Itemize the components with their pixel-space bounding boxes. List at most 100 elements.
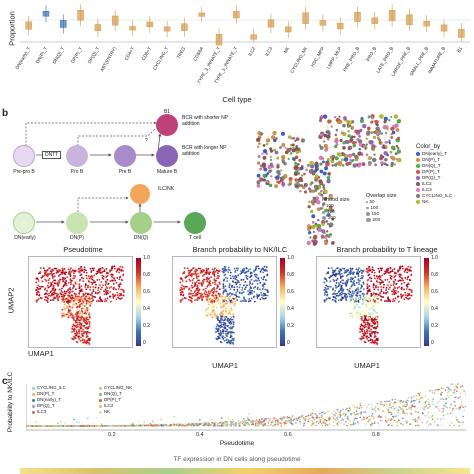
pc-point	[418, 424, 421, 427]
colorbar-tick: 1.0	[431, 255, 438, 261]
nhood-edge	[301, 165, 318, 169]
pc-point	[396, 409, 398, 411]
umap-point	[364, 298, 367, 301]
nhood-node	[317, 185, 322, 189]
umap-point	[362, 320, 365, 322]
umap-point	[69, 279, 72, 281]
umap-point	[78, 332, 81, 335]
umap-point	[324, 288, 327, 290]
umap-point	[183, 267, 186, 270]
umap-point	[224, 288, 227, 291]
color-by-label: ILC2	[422, 181, 432, 186]
pc-point	[389, 411, 391, 414]
umap-point	[85, 336, 88, 339]
pc-point	[418, 393, 421, 396]
umap-point	[61, 278, 64, 281]
pc-point	[430, 416, 432, 419]
nhood-node	[313, 196, 316, 199]
umap-point	[380, 269, 383, 272]
pc-point	[397, 419, 400, 422]
pc-point	[388, 399, 391, 402]
nhood-node	[317, 224, 322, 229]
umap-point	[336, 286, 338, 289]
pc-point	[428, 416, 430, 419]
umap-point	[105, 268, 108, 270]
pc-point	[334, 418, 336, 420]
umap-point	[91, 295, 94, 298]
umap-point	[398, 269, 401, 271]
nhood-node	[317, 227, 322, 232]
umap-point	[192, 267, 195, 269]
umap-point	[211, 307, 214, 310]
nhood-node	[395, 128, 400, 132]
nhood-node	[391, 156, 396, 161]
nhood-node	[395, 144, 399, 148]
category-label: DN(Q)_T	[51, 46, 66, 65]
umap-point	[80, 266, 83, 268]
umap-point	[379, 297, 381, 300]
umap-point	[213, 287, 215, 289]
umap-point	[80, 288, 83, 291]
nhood-node	[356, 138, 360, 142]
umap-point	[88, 339, 91, 342]
umap-point	[361, 316, 363, 318]
pc-point	[221, 421, 223, 424]
umap-point	[80, 295, 83, 298]
nhood-node	[309, 161, 314, 166]
umap-point	[206, 276, 208, 279]
umap-point	[376, 311, 378, 314]
umap-point	[346, 280, 349, 282]
umap-point	[324, 291, 326, 294]
umap-point	[397, 290, 400, 293]
box	[215, 34, 223, 46]
pc-point	[311, 420, 314, 423]
umap-point	[121, 266, 124, 269]
umap-point	[241, 291, 244, 294]
pc-point	[152, 425, 155, 427]
nhood-node	[281, 143, 286, 147]
pc-point	[380, 401, 382, 403]
umap-point	[221, 311, 224, 313]
umap-point	[207, 301, 209, 303]
umap-point	[375, 327, 377, 330]
umap-point	[74, 303, 77, 305]
umap-point	[202, 270, 205, 273]
legend-swatch	[416, 188, 420, 192]
umap-point	[97, 289, 99, 291]
pc-point	[281, 416, 283, 419]
nhood-node	[319, 162, 323, 166]
pc-point	[30, 425, 32, 427]
nhood-node	[283, 174, 288, 179]
umap-point	[338, 272, 341, 275]
pc-point	[270, 421, 273, 424]
umap-point	[71, 314, 74, 317]
umap-point	[36, 290, 39, 293]
umap-title-pseudotime: Pseudotime	[63, 245, 103, 254]
pc-point	[201, 422, 203, 425]
pc-point	[151, 420, 154, 423]
nhood-node	[378, 138, 381, 142]
umap-point	[351, 278, 354, 280]
umap-point	[251, 283, 254, 286]
umap-point	[345, 297, 347, 299]
umap-point	[373, 274, 376, 277]
umap-point	[354, 289, 357, 292]
umap-point	[253, 295, 256, 298]
color-by-item: CYCLING_ILC	[416, 193, 474, 199]
umap-point	[399, 276, 402, 279]
umap-point	[79, 340, 82, 342]
umap-point	[354, 313, 357, 316]
umap-point	[122, 269, 124, 272]
umap-point	[196, 287, 199, 290]
nhood-graph	[256, 114, 402, 246]
umap-point	[366, 321, 369, 324]
umap-point	[229, 312, 232, 315]
umap-point	[59, 273, 62, 276]
pc-point	[232, 418, 234, 421]
box	[129, 26, 136, 31]
umap-point	[63, 307, 65, 309]
pc-point	[273, 424, 276, 427]
umap-point	[341, 275, 344, 278]
pc-point	[356, 407, 358, 409]
umap-point	[405, 288, 408, 290]
